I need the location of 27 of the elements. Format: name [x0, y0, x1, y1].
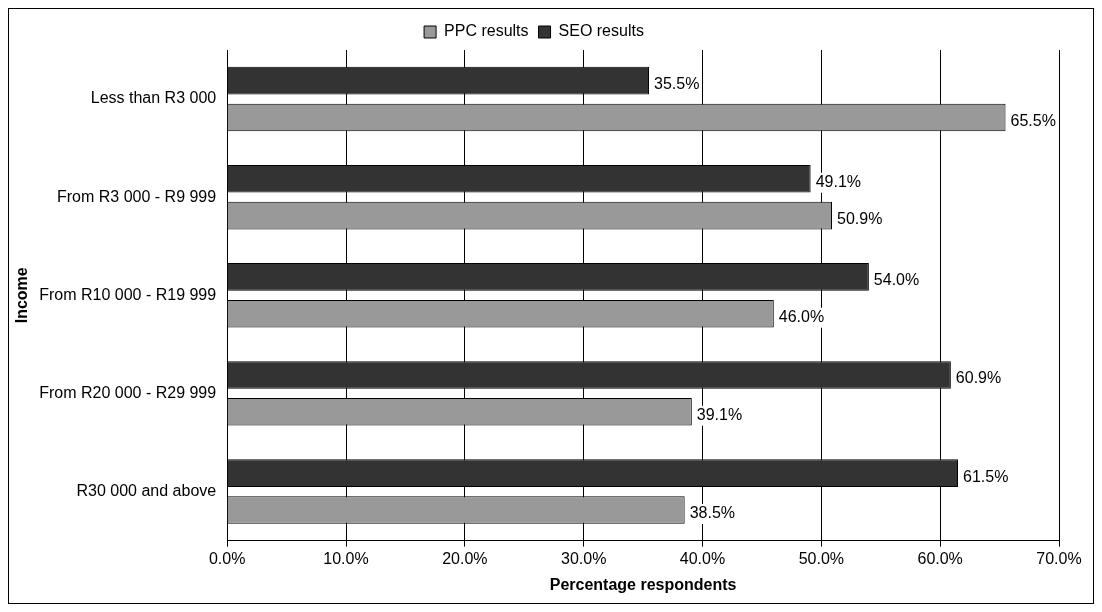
- x-tick-label: 10.0%: [323, 549, 369, 567]
- data-label: 50.9%: [837, 209, 883, 227]
- y-tick-label: Less than R3 000: [90, 89, 217, 107]
- data-label: 65.5%: [1010, 111, 1056, 129]
- y-tick-label: From R20 000 - R29 999: [39, 383, 217, 401]
- data-label: 46.0%: [778, 308, 825, 326]
- x-tick-label: 50.0%: [798, 549, 845, 567]
- x-tick-label: 60.0%: [917, 549, 963, 567]
- x-tick-label: 20.0%: [442, 549, 488, 567]
- y-tick-label: From R3 000 - R9 999: [56, 187, 217, 205]
- data-label: 54.0%: [873, 271, 920, 289]
- x-tick-label: 30.0%: [560, 549, 607, 567]
- data-label: 49.1%: [815, 173, 862, 191]
- data-label: 61.5%: [962, 467, 1009, 485]
- data-label: 35.5%: [654, 75, 700, 93]
- x-axis-title: Percentage respondents: [549, 575, 737, 593]
- x-tick-label: 40.0%: [679, 549, 726, 567]
- data-label: 39.1%: [696, 406, 743, 424]
- x-tick-label: 70.0%: [1036, 549, 1082, 567]
- y-axis-title: Income: [13, 267, 31, 324]
- data-label: 60.9%: [955, 369, 1002, 387]
- y-tick-label: From R10 000 - R19 999: [39, 285, 217, 303]
- x-tick-label: 0.0%: [208, 549, 246, 567]
- data-label: 38.5%: [689, 504, 736, 522]
- legend-label: PPC results: [444, 22, 529, 40]
- y-tick-label: R30 000 and above: [76, 481, 217, 499]
- legend-label: SEO results: [558, 22, 644, 40]
